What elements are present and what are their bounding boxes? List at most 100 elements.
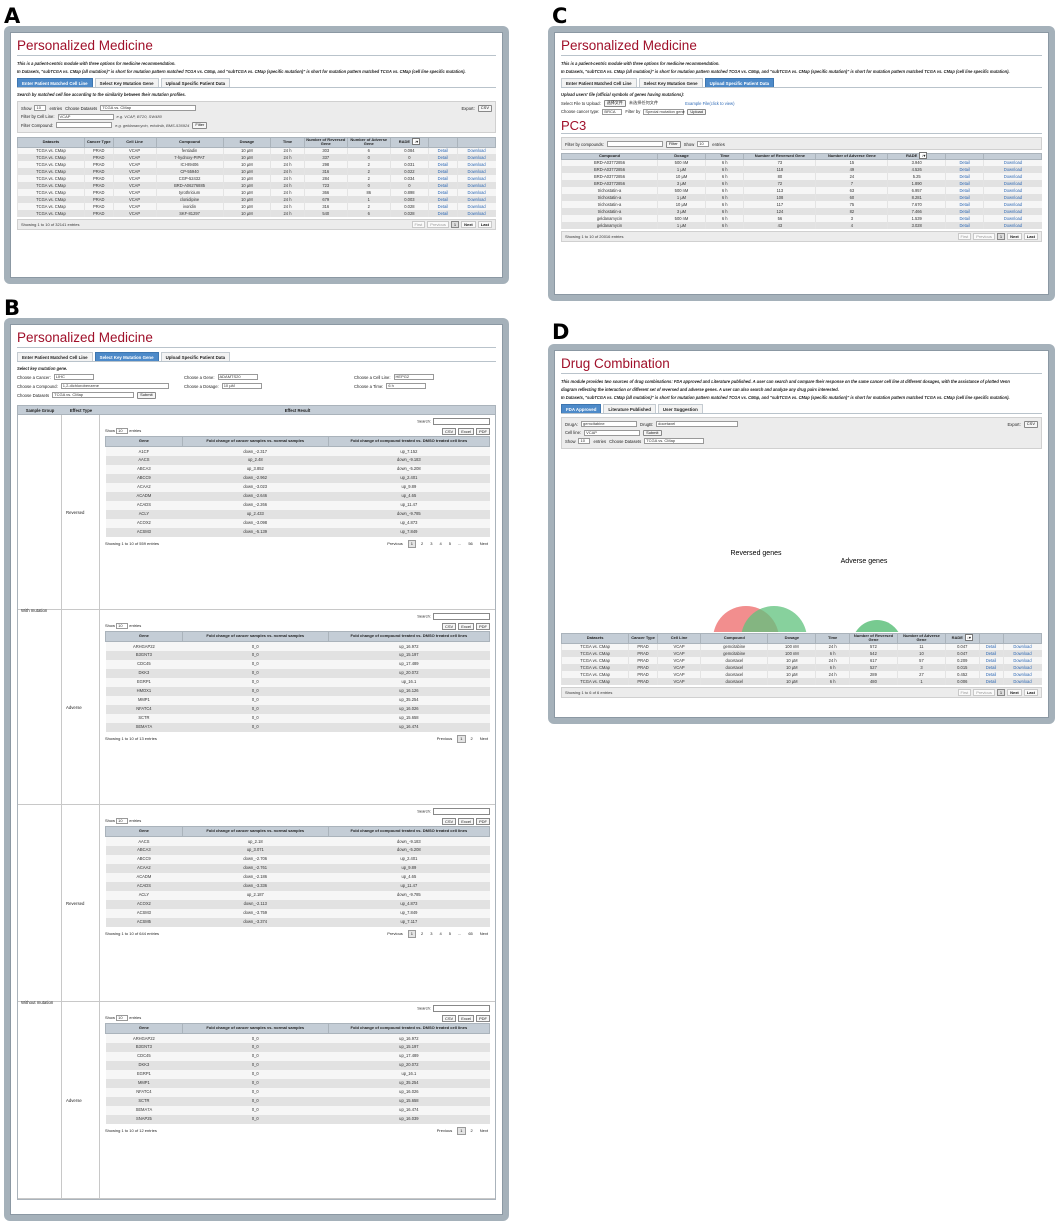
detail-link[interactable]: Detail — [978, 643, 1004, 650]
column-header[interactable]: RADE ↓▾ — [389, 136, 430, 148]
page-button[interactable]: First — [411, 221, 426, 228]
column-header[interactable]: Fold change of compound treated vs. DMSO… — [327, 1023, 491, 1034]
download-link[interactable]: Download — [456, 182, 496, 189]
page-button[interactable]: Previous — [427, 221, 449, 228]
search-input[interactable] — [433, 418, 490, 425]
download-link[interactable]: Download — [456, 168, 496, 175]
page-button[interactable]: Next — [479, 930, 488, 936]
export-excel-button[interactable]: Excel — [458, 817, 474, 825]
column-header[interactable]: Number of Reversed Gene — [303, 136, 348, 148]
download-link[interactable]: Download — [1002, 671, 1042, 678]
tab-select-key-mutation-gene[interactable]: Select Key Mutation Gene — [94, 78, 159, 87]
column-header[interactable]: Number of Adverse Gene — [346, 136, 391, 148]
detail-link[interactable]: Detail — [428, 196, 458, 203]
detail-link[interactable]: Detail — [944, 187, 984, 194]
detail-link[interactable]: Detail — [428, 147, 458, 154]
example-file-link[interactable]: Example File(click to view) — [685, 100, 735, 106]
detail-link[interactable]: Detail — [944, 215, 984, 222]
sort-icon[interactable]: ↓▾ — [919, 152, 928, 159]
page-button[interactable]: 1 — [457, 1126, 466, 1135]
download-link[interactable]: Download — [456, 161, 496, 168]
column-header[interactable] — [983, 153, 1042, 160]
column-header[interactable]: Time — [815, 632, 850, 644]
dosage-select[interactable]: 10 µM — [221, 383, 262, 390]
download-link[interactable]: Download — [983, 201, 1042, 208]
upload-button[interactable]: Upload — [687, 108, 707, 115]
column-header[interactable]: Fold change of cancer samples vs. normal… — [181, 1023, 329, 1034]
page-button[interactable]: First — [957, 233, 972, 240]
tab-upload-specific-patient-data[interactable]: Upload Specific Patient Data — [160, 78, 231, 87]
tab-user-suggestion[interactable]: User Suggestion — [657, 404, 703, 413]
page-button[interactable]: Next — [461, 221, 476, 228]
detail-link[interactable]: Detail — [428, 154, 458, 161]
download-link[interactable]: Download — [983, 215, 1042, 222]
page-button[interactable]: Previous — [436, 1127, 453, 1133]
detail-link[interactable]: Detail — [428, 182, 458, 189]
detail-link[interactable]: Detail — [428, 210, 458, 217]
column-header[interactable]: Fold change of cancer samples vs. normal… — [181, 826, 329, 837]
datasets-select[interactable]: TCGA vs. CMap — [100, 105, 197, 112]
export-csv-button[interactable]: CSV — [441, 622, 457, 630]
page-button[interactable]: Previous — [973, 689, 995, 696]
sort-icon[interactable]: ↓▾ — [964, 633, 973, 641]
export-excel-button[interactable]: Excel — [458, 622, 474, 630]
cell-select[interactable]: HEPG2 — [393, 374, 434, 381]
page-size-select[interactable]: 10 — [34, 105, 47, 112]
column-header[interactable]: Fold change of compound treated vs. DMSO… — [327, 826, 491, 837]
export-csv-button[interactable]: CSV — [441, 817, 457, 825]
export-csv-button[interactable]: CSV — [477, 105, 492, 112]
column-header[interactable]: Gene — [105, 826, 183, 837]
export-csv-button[interactable]: CSV — [1023, 421, 1038, 428]
page-button[interactable]: 3 — [430, 540, 433, 546]
page-button[interactable]: 2 — [421, 540, 424, 546]
detail-link[interactable]: Detail — [428, 203, 458, 210]
datasets-select[interactable]: TCGA vs. CMap — [52, 392, 135, 399]
compound-input[interactable] — [56, 122, 113, 129]
page-button[interactable]: Previous — [387, 540, 403, 546]
export-pdf-button[interactable]: PDF — [476, 1014, 490, 1022]
tab-fda-approved[interactable]: FDA Approved — [561, 404, 602, 413]
cancer-type-select[interactable]: BRCA — [602, 108, 623, 115]
column-header[interactable]: Time — [270, 136, 305, 148]
page-button[interactable]: Last — [1023, 233, 1038, 240]
download-link[interactable]: Download — [1002, 678, 1042, 685]
tab-upload-specific-patient-data[interactable]: Upload Specific Patient Data — [160, 352, 231, 361]
download-link[interactable]: Download — [983, 159, 1042, 166]
filter-button[interactable]: Filter — [665, 141, 681, 148]
column-header[interactable]: Datasets — [560, 632, 630, 644]
export-pdf-button[interactable]: PDF — [476, 427, 490, 435]
column-header[interactable]: Number of Adverse Gene — [896, 632, 946, 644]
page-button[interactable]: 1 — [457, 734, 466, 743]
sort-icon[interactable]: ↓▾ — [412, 137, 421, 145]
page-button[interactable]: 3 — [430, 930, 433, 936]
column-header[interactable]: Compound — [155, 136, 224, 148]
detail-link[interactable]: Detail — [428, 168, 458, 175]
page-button[interactable]: 5 — [448, 930, 451, 936]
column-header[interactable] — [428, 136, 458, 148]
detail-link[interactable]: Detail — [944, 222, 984, 229]
column-header[interactable]: Compound — [700, 632, 769, 644]
detail-link[interactable]: Detail — [944, 166, 984, 173]
download-link[interactable]: Download — [456, 196, 496, 203]
cellline-input[interactable]: VCAP — [57, 113, 114, 120]
column-header[interactable]: Cell Line — [656, 632, 702, 644]
tab-select-key-mutation-gene[interactable]: Select Key Mutation Gene — [94, 352, 159, 361]
page-button[interactable]: 1 — [996, 689, 1006, 696]
search-input[interactable] — [433, 808, 490, 815]
page-button[interactable]: Previous — [436, 735, 453, 741]
export-pdf-button[interactable]: PDF — [476, 622, 490, 630]
page-button[interactable]: Last — [1023, 689, 1038, 696]
column-header[interactable]: Cancer Type — [628, 632, 658, 644]
export-pdf-button[interactable]: PDF — [476, 817, 490, 825]
page-button[interactable]: 2 — [421, 930, 424, 936]
page-size-select[interactable]: 10 — [116, 623, 129, 629]
search-input[interactable] — [433, 613, 490, 620]
page-button[interactable]: 1 — [450, 221, 460, 228]
choose-file-button[interactable]: 选择文件 — [603, 100, 626, 107]
column-header[interactable] — [978, 632, 1004, 644]
page-button[interactable]: 5 — [448, 540, 451, 546]
column-header[interactable]: Dosage — [222, 136, 272, 148]
page-button[interactable]: ... — [457, 540, 462, 546]
time-select[interactable]: 6 h — [386, 383, 427, 390]
detail-link[interactable]: Detail — [428, 161, 458, 168]
